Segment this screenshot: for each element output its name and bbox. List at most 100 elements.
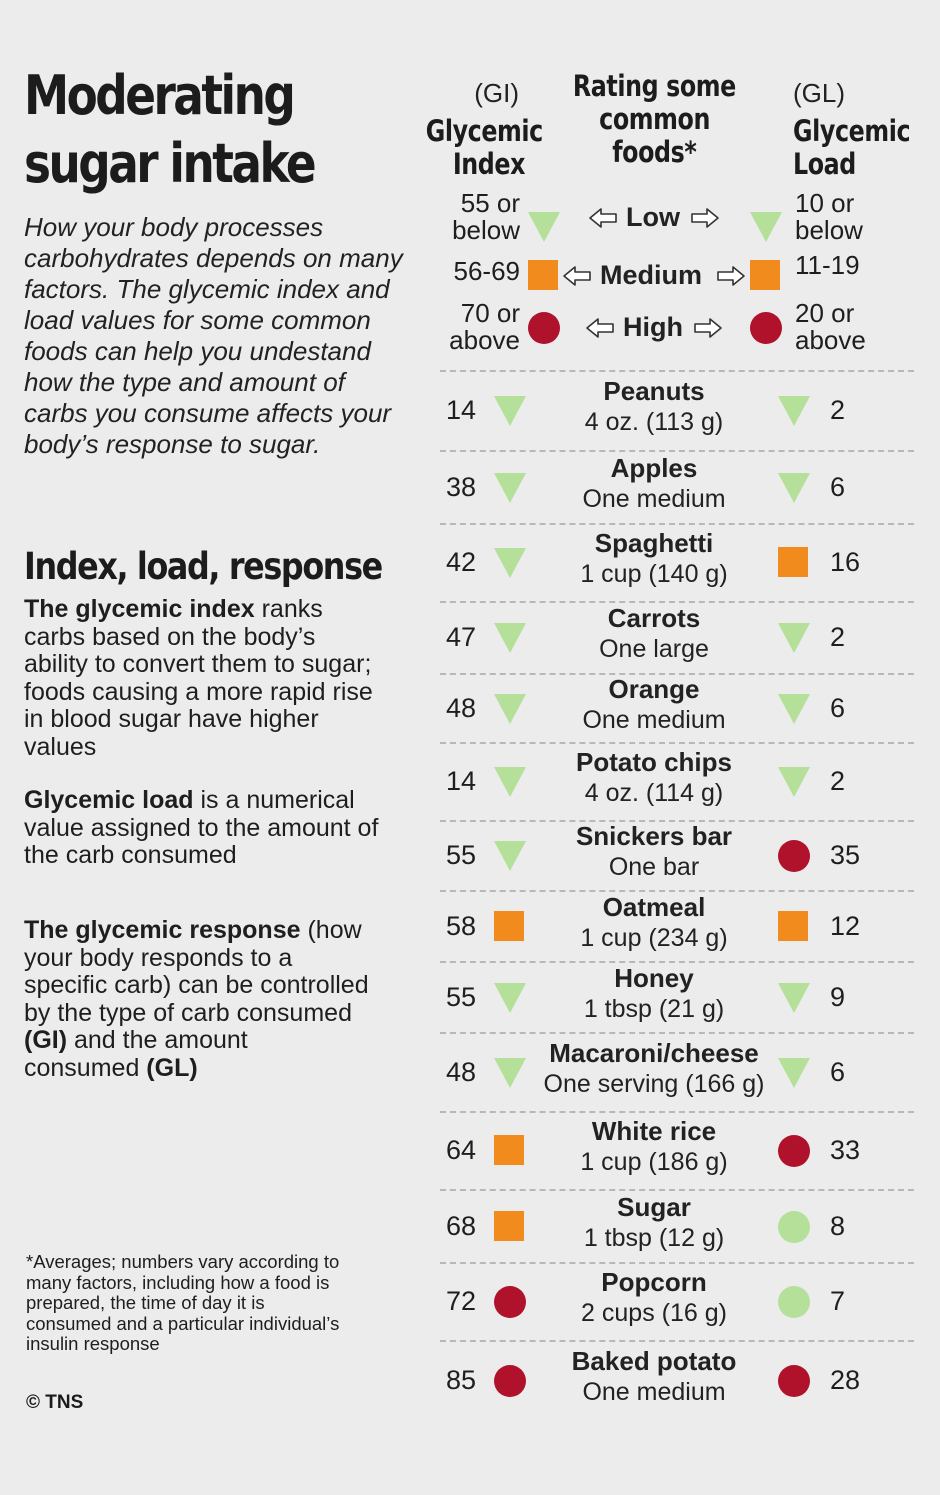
legend-gi-range-line: 55 or [460,188,520,218]
gi-rating-marker [494,982,526,1013]
row-divider [440,673,914,675]
gl-value: 35 [830,840,861,870]
gi-value: 55 [446,981,477,1012]
definition-gr-term: The glycemic response [24,916,301,944]
gl-rating-marker [778,693,810,724]
legend-gl-marker [750,212,782,242]
gl-value: 6 [830,692,846,723]
legend-left-arrow [586,318,614,338]
gi-value: 47 [446,622,477,652]
row-divider [440,742,914,744]
legend-gl-marker [750,260,780,290]
food-serving: 2 cups (16 g) [581,1299,727,1327]
table-row: 68 Sugar 1 tbsp (12 g) 8 [440,1189,920,1262]
gl-rating-marker [778,840,810,872]
legend-gi-marker [528,312,560,344]
definition-glycemic-index: The glycemic index ranks carbs based on … [24,595,384,761]
credit: © TNS [26,1392,84,1413]
table-row: 48 Orange One medium 6 [440,673,920,742]
gi-value: 58 [446,910,477,941]
legend-label: Low [626,202,680,232]
gi-value: 38 [446,471,477,502]
food-name: Macaroni/cheese [549,1037,759,1068]
legend-gl-range-line: below [795,215,863,245]
row-divider [440,1262,914,1264]
section-heading: Index, load, response [24,545,383,588]
food-name: White rice [591,1116,717,1146]
food-serving: 1 cup (234 g) [580,923,728,952]
row-divider [440,820,914,822]
legend-left-arrow [563,266,591,286]
gl-header-line-1: Glycemic [793,114,911,148]
food-name: Baked potato [571,1346,737,1376]
title-line-1: Moderating [24,64,296,127]
gl-value: 8 [830,1210,846,1241]
gl-value: 9 [830,981,846,1012]
food-serving: 1 tbsp (21 g) [583,994,725,1023]
table-row: 55 Honey 1 tbsp (21 g) 9 [440,961,920,1032]
table-row: 72 Popcorn 2 cups (16 g) 7 [440,1262,920,1340]
row-divider [440,890,914,892]
table-row: 85 Baked potato One medium 28 [440,1340,920,1420]
food-name: Peanuts [603,376,705,406]
gi-rating-marker [494,1135,524,1165]
food-serving: One large [599,635,709,663]
gi-value: 42 [446,547,477,577]
gl-value: 2 [830,766,846,796]
gl-header-abbr: (GL) [793,78,845,108]
food-serving: One medium [582,1378,726,1406]
legend-right-arrow [694,318,722,338]
gi-value: 48 [446,1056,477,1087]
food-name: Potato chips [575,747,732,777]
gi-rating-marker [494,767,526,797]
legend-gl-range: 11-19 [795,252,860,279]
food-name: Popcorn [601,1267,707,1297]
food-serving: 1 cup (186 g) [580,1148,728,1176]
gl-rating-marker [778,1135,810,1167]
gi-rating-marker [494,396,526,426]
legend-row-low: 55 or below Low 10 or below [440,190,920,250]
table-row: 55 Snickers bar One bar 35 [440,820,920,890]
food-serving: One medium [582,484,726,513]
gi-value: 48 [446,692,477,723]
legend-gi-range-line: 70 or [460,298,520,328]
page-title: Moderating sugar intake [24,62,410,198]
food-name: Snickers bar [575,821,733,851]
row-divider [440,601,914,603]
gi-header-line-1: Glycemic [425,114,544,148]
row-divider [440,370,914,372]
food-serving: 4 oz. (113 g) [584,408,724,436]
definition-glycemic-load: Glycemic load is a numerical value assig… [24,786,384,870]
gl-value: 12 [830,910,861,941]
food-name: Honey [614,962,694,993]
legend-row-medium: 56-69 Medium 11-19 [440,248,920,308]
legend-gl-range: 10 or below [795,190,863,244]
food-name: Oatmeal [602,891,706,922]
gl-value: 7 [830,1286,846,1316]
food-name: Carrots [607,603,701,633]
definition-gl-term: Glycemic load [24,786,194,814]
center-header-line-2: common [599,102,710,136]
definition-gr-text-2: and the amount consumed [24,1026,248,1082]
legend-gi-range: 55 or below [452,190,520,244]
gl-rating-marker [778,767,810,797]
row-divider [440,1340,914,1342]
gi-rating-marker [494,693,526,724]
gl-header: (GL) Glycemic Load [793,78,933,181]
legend-label: High [623,312,683,342]
center-header-line-3: foods* [612,135,697,169]
gl-value: 6 [830,1056,846,1087]
definition-gr-gl: (GL) [146,1053,198,1082]
gl-rating-marker [778,910,808,941]
legend-right-arrow [717,266,745,286]
food-serving: 1 tbsp (12 g) [583,1223,725,1252]
food-serving: One medium [582,705,726,734]
gl-rating-marker [778,396,810,426]
title-line-2: sugar intake [24,132,317,195]
table-row: 14 Potato chips 4 oz. (114 g) 2 [440,742,920,820]
table-row: 42 Spaghetti 1 cup (140 g) 16 [440,523,920,601]
definition-gi-term: The glycemic index [24,595,255,623]
gi-rating-marker [494,841,526,871]
gl-rating-marker [778,982,810,1013]
legend-gi-range: 70 or above [449,300,520,354]
